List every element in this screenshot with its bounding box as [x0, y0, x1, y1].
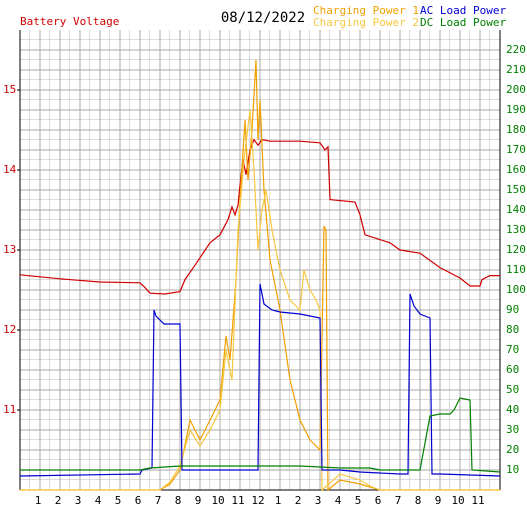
y2-tick-label: 220 — [506, 43, 526, 56]
y-tick-label: 15 — [3, 83, 16, 96]
x-tick-label: 3 — [315, 494, 322, 507]
x-tick-label: 10 — [211, 494, 224, 507]
y2-tick-label: 100 — [506, 283, 526, 296]
x-tick-label: 11 — [231, 494, 244, 507]
x-tick-label: 6 — [375, 494, 382, 507]
x-tick-label: 5 — [355, 494, 362, 507]
series-line — [19, 283, 501, 477]
y2-tick-label: 120 — [506, 243, 526, 256]
series-line — [20, 59, 500, 492]
y2-tick-label: 70 — [506, 343, 519, 356]
x-tick-label: 4 — [335, 494, 342, 507]
x-tick-label: 7 — [395, 494, 402, 507]
y2-tick-label: 180 — [506, 123, 526, 136]
x-tick-label: 4 — [95, 494, 102, 507]
legend-entry: Charging Power 2 — [313, 16, 419, 29]
y2-tick-label: 10 — [506, 463, 519, 476]
x-tick-label: 9 — [435, 494, 442, 507]
x-tick-label: 1 — [35, 494, 42, 507]
x-tick-label: 8 — [175, 494, 182, 507]
y2-tick-label: 60 — [506, 363, 519, 376]
series-line — [19, 138, 500, 295]
y2-tick-label: 170 — [506, 143, 526, 156]
x-tick-label: 1 — [275, 494, 282, 507]
legend-entry: AC Load Power — [420, 4, 506, 17]
legend-entry: Charging Power 1 — [313, 4, 419, 17]
chart-title: 08/12/2022 — [221, 10, 305, 26]
x-tick-label: 2 — [55, 494, 62, 507]
x-tick-label: 9 — [195, 494, 202, 507]
y-tick-label: 13 — [3, 243, 16, 256]
y2-tick-label: 160 — [506, 163, 526, 176]
y2-tick-label: 150 — [506, 183, 526, 196]
y-tick-label: 12 — [3, 323, 16, 336]
y2-tick-label: 190 — [506, 103, 526, 116]
y2-tick-label: 80 — [506, 323, 519, 336]
x-tick-label: 6 — [135, 494, 142, 507]
y2-tick-label: 50 — [506, 383, 519, 396]
y2-tick-label: 210 — [506, 63, 526, 76]
x-tick-label: 5 — [115, 494, 122, 507]
y2-tick-label: 200 — [506, 83, 526, 96]
x-tick-label: 8 — [415, 494, 422, 507]
x-tick-label: 12 — [251, 494, 264, 507]
legend-entry: DC Load Power — [420, 16, 506, 29]
y2-tick-label: 30 — [506, 423, 519, 436]
y2-tick-label: 40 — [506, 403, 519, 416]
x-tick-label: 2 — [295, 494, 302, 507]
y-tick-label: 14 — [3, 163, 17, 176]
series-line — [20, 109, 500, 492]
legend-entry: Battery Voltage — [20, 15, 119, 28]
series-line — [20, 397, 501, 473]
x-tick-label: 11 — [471, 494, 484, 507]
y2-tick-label: 110 — [506, 263, 526, 276]
x-tick-label: 10 — [451, 494, 464, 507]
y2-tick-label: 20 — [506, 443, 519, 456]
y-tick-label: 11 — [3, 403, 16, 416]
y2-tick-label: 90 — [506, 303, 519, 316]
x-tick-label: 7 — [155, 494, 162, 507]
y2-tick-label: 140 — [506, 203, 526, 216]
y2-tick-label: 130 — [506, 223, 526, 236]
x-tick-label: 3 — [75, 494, 82, 507]
